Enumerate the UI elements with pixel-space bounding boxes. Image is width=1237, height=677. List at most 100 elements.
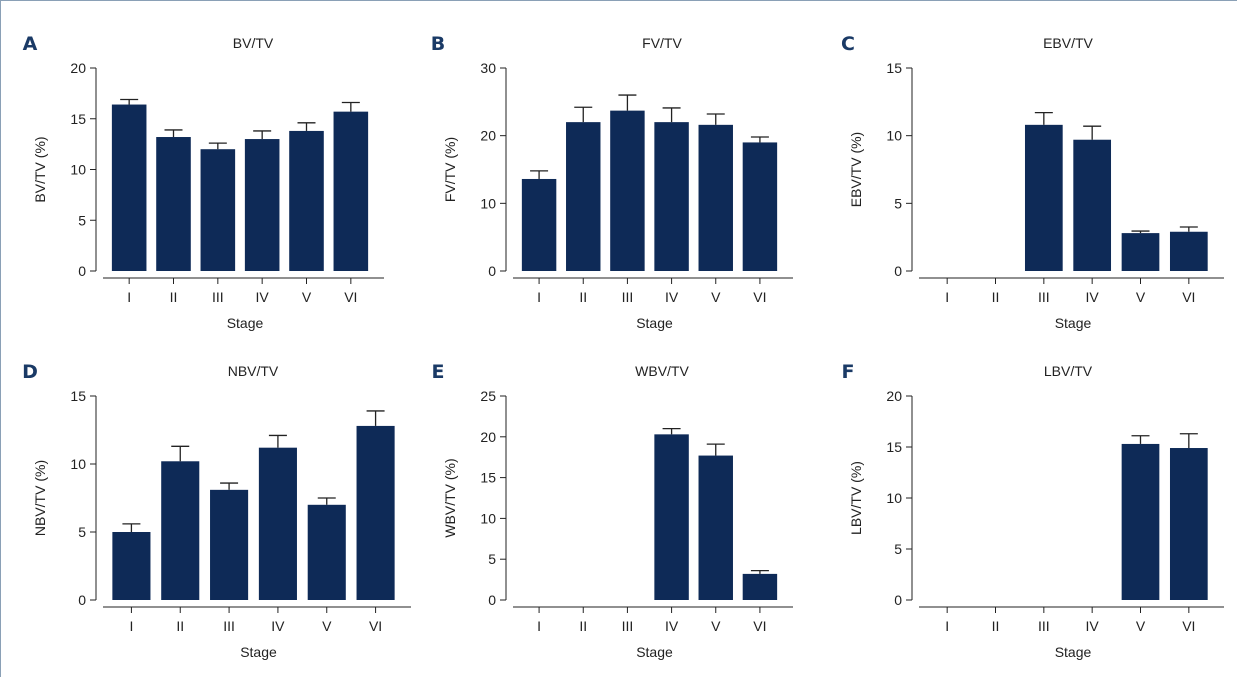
bar: [1121, 233, 1160, 271]
x-tick-label: IV: [256, 289, 270, 305]
y-tick-label: 10: [70, 456, 86, 472]
y-tick-label: 5: [78, 524, 86, 540]
y-axis-label: WBV/TV (%): [442, 458, 458, 537]
x-axis-label: Stage: [636, 315, 673, 331]
bar: [244, 139, 280, 271]
x-tick-label: IV: [271, 618, 285, 634]
bar: [112, 532, 151, 600]
y-tick-label: 15: [480, 470, 496, 486]
y-tick-label: 15: [886, 439, 902, 455]
y-tick-label: 5: [488, 551, 496, 567]
y-tick-label: 0: [78, 592, 86, 608]
y-tick-label: 20: [886, 388, 902, 404]
bar: [698, 124, 733, 271]
bar: [742, 573, 778, 600]
x-tick-label: V: [711, 289, 721, 305]
x-tick-label: VI: [369, 618, 382, 634]
x-tick-label: III: [622, 618, 634, 634]
x-tick-label: IV: [665, 618, 679, 634]
chart-title: EBV/TV: [1043, 35, 1093, 51]
bar: [1169, 448, 1208, 600]
bar: [200, 149, 236, 271]
y-tick-label: 0: [488, 263, 496, 279]
x-tick-label: III: [212, 289, 224, 305]
x-tick-label: I: [945, 289, 949, 305]
x-tick-label: III: [1038, 289, 1050, 305]
y-axis-label: FV/TV (%): [442, 137, 458, 202]
bar: [1169, 231, 1208, 271]
chart-title: LBV/TV: [1044, 363, 1093, 379]
panel-letter: D: [22, 361, 38, 383]
x-tick-label: IV: [1086, 289, 1100, 305]
bar: [258, 447, 297, 600]
panel-letter: B: [431, 33, 445, 55]
x-tick-label: V: [302, 289, 312, 305]
bar: [698, 455, 733, 600]
bar: [654, 122, 689, 271]
panel-letter: F: [842, 361, 855, 383]
y-tick-label: 0: [78, 263, 86, 279]
y-tick-label: 0: [488, 592, 496, 608]
bar: [356, 425, 395, 600]
x-tick-label: VI: [1182, 289, 1195, 305]
y-tick-label: 5: [894, 541, 902, 557]
x-tick-label: I: [537, 618, 541, 634]
x-tick-label: I: [945, 618, 949, 634]
bar: [1073, 139, 1112, 271]
x-tick-label: V: [322, 618, 332, 634]
y-tick-label: 15: [70, 111, 86, 127]
bar: [742, 142, 778, 271]
y-axis-label: NBV/TV (%): [32, 460, 48, 536]
x-tick-label: IV: [1086, 618, 1100, 634]
bar: [307, 504, 346, 600]
x-tick-label: II: [992, 618, 1000, 634]
bar: [161, 461, 200, 600]
y-tick-label: 20: [480, 429, 496, 445]
y-tick-label: 10: [480, 510, 496, 526]
x-tick-label: IV: [665, 289, 679, 305]
x-tick-label: V: [1136, 618, 1146, 634]
x-axis-label: Stage: [1055, 315, 1092, 331]
chart-title: WBV/TV: [635, 363, 689, 379]
bar: [156, 137, 191, 271]
y-tick-label: 10: [480, 195, 496, 211]
x-tick-label: II: [579, 289, 587, 305]
y-tick-label: 20: [70, 60, 86, 76]
x-axis-label: Stage: [636, 644, 673, 660]
y-tick-label: 30: [480, 60, 496, 76]
x-axis-label: Stage: [227, 315, 264, 331]
x-axis-label: Stage: [1055, 644, 1092, 660]
y-tick-label: 10: [70, 162, 86, 178]
bar: [333, 111, 369, 272]
y-tick-label: 5: [78, 212, 86, 228]
y-tick-label: 10: [886, 490, 902, 506]
x-tick-label: III: [622, 289, 634, 305]
y-tick-label: 0: [894, 263, 902, 279]
x-tick-label: V: [711, 618, 721, 634]
bar: [1121, 443, 1160, 600]
x-tick-label: VI: [753, 618, 766, 634]
y-axis-label: EBV/TV (%): [848, 132, 864, 207]
y-tick-label: 5: [894, 195, 902, 211]
bar: [566, 122, 601, 271]
x-tick-label: III: [1038, 618, 1050, 634]
bar: [610, 110, 645, 271]
chart-title: BV/TV: [233, 35, 274, 51]
x-tick-label: VI: [344, 289, 357, 305]
x-axis-label: Stage: [240, 644, 277, 660]
x-tick-label: II: [992, 289, 1000, 305]
x-tick-label: I: [129, 618, 133, 634]
y-axis-label: BV/TV (%): [32, 136, 48, 202]
y-tick-label: 0: [894, 592, 902, 608]
y-tick-label: 25: [480, 388, 496, 404]
panel-letter: C: [841, 33, 855, 55]
y-axis-label: LBV/TV (%): [848, 461, 864, 535]
x-tick-label: II: [176, 618, 184, 634]
bar: [521, 178, 557, 271]
